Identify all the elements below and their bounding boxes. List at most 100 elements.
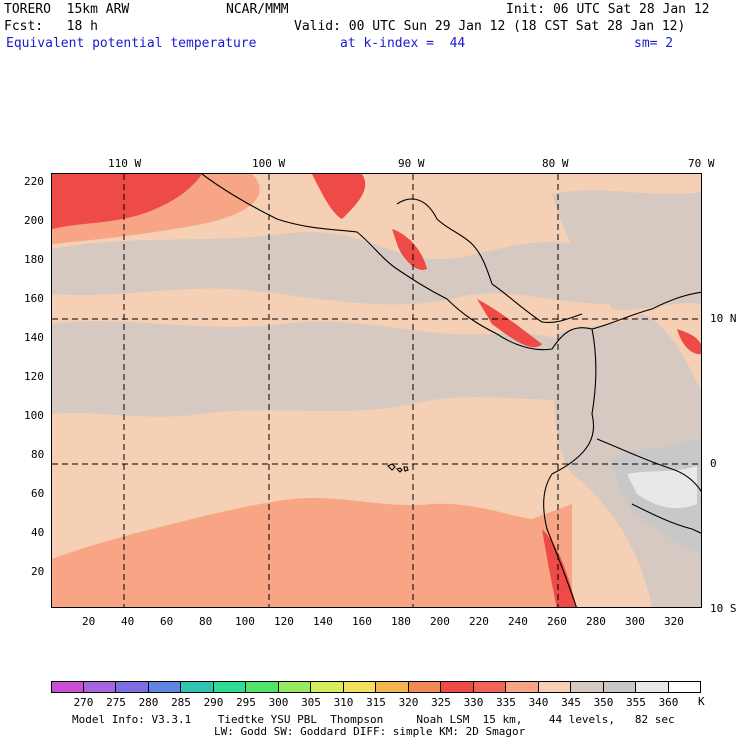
colorbar-label: 270 <box>73 696 94 709</box>
lon-label-80w: 80 W <box>542 157 569 170</box>
center-label: NCAR/MMM <box>226 2 289 17</box>
y-label-220: 220 <box>24 175 44 188</box>
colorbar-label: 275 <box>106 696 126 709</box>
colorbar-label: 345 <box>561 696 581 709</box>
coastline-yucatan <box>396 198 493 285</box>
field-band-330-costarica <box>477 299 542 348</box>
y-label-100: 100 <box>24 409 44 422</box>
colorbar-label: 350 <box>593 696 614 709</box>
physics-info: LW: Godd SW: Goddard DIFF: simple KM: 2D… <box>214 725 526 738</box>
colorbar-label: 315 <box>366 696 386 709</box>
lon-label-90w: 90 W <box>398 157 425 170</box>
map-canvas <box>52 174 701 607</box>
lat-label-10n: 10 N <box>710 312 737 325</box>
model-info: Model Info: V3.3.1 Tiedtke YSU PBL Thomp… <box>72 713 675 726</box>
colorbar-swatch <box>181 681 214 693</box>
x-label-300: 300 <box>625 615 645 628</box>
x-label-260: 260 <box>547 615 567 628</box>
colorbar-label: 330 <box>463 696 484 709</box>
x-label-80: 80 <box>199 615 213 628</box>
coastline-caribbean <box>491 283 583 323</box>
colorbar-swatch <box>571 681 604 693</box>
forecast-hour: Fcst: 18 h <box>4 19 98 34</box>
y-label-160: 160 <box>24 292 44 305</box>
field-band-330-peru <box>542 529 577 607</box>
colorbar-label: 300 <box>268 696 289 709</box>
lon-label-100w: 100 W <box>252 157 286 170</box>
colorbar-label: 310 <box>333 696 354 709</box>
colorbar-swatch <box>441 681 474 693</box>
colorbar-swatch <box>538 681 571 693</box>
grid-lines <box>52 174 701 607</box>
border-colombia-ecuador <box>596 438 701 492</box>
lat-label-10s: 10 S <box>710 602 737 615</box>
y-label-180: 180 <box>24 253 44 266</box>
map-panel <box>51 173 702 608</box>
colorbar-swatch <box>376 681 409 693</box>
x-label-100: 100 <box>235 615 255 628</box>
colorbar-swatch <box>213 681 246 693</box>
colorbar-swatch <box>311 681 344 693</box>
colorbar-label: 295 <box>236 696 256 709</box>
x-label-240: 240 <box>508 615 528 628</box>
x-label-160: 160 <box>352 615 372 628</box>
model-title: TORERO 15km ARW <box>4 2 130 17</box>
colorbar-swatch <box>278 681 311 693</box>
colorbar-swatch <box>51 681 84 693</box>
coastline-south-america <box>543 328 597 607</box>
colorbar-swatch <box>148 681 181 693</box>
colorbar-swatch <box>408 681 441 693</box>
lon-label-110w: 110 W <box>108 157 142 170</box>
x-label-120: 120 <box>274 615 294 628</box>
y-label-40: 40 <box>31 526 45 539</box>
colorbar-label: 335 <box>496 696 516 709</box>
field-band-360-andes <box>627 466 697 509</box>
init-time: Init: 06 UTC Sat 28 Jan 12 <box>506 2 710 17</box>
x-label-220: 220 <box>469 615 489 628</box>
colorbar-swatch <box>246 681 279 693</box>
colorbar-swatch <box>83 681 116 693</box>
colorbar-unit: K <box>698 695 705 708</box>
x-label-140: 140 <box>313 615 333 628</box>
colorbar-swatch <box>473 681 506 693</box>
field-band-330-northwest <box>52 174 202 229</box>
colorbar-label: 285 <box>171 696 191 709</box>
colorbar-swatch <box>668 681 701 693</box>
border-peru-brazil <box>631 503 701 534</box>
coastline-galapagos <box>387 463 409 473</box>
colorbar-label: 320 <box>398 696 419 709</box>
colorbar-label: 305 <box>301 696 321 709</box>
colorbar-swatch <box>636 681 669 693</box>
x-label-20: 20 <box>82 615 96 628</box>
lon-label-70w: 70 W <box>688 157 715 170</box>
smoothing: sm= 2 <box>634 36 674 51</box>
field-band-330-mexico <box>312 174 366 219</box>
coastline-group <box>201 174 701 607</box>
y-label-140: 140 <box>24 331 44 344</box>
coastline-central-america <box>446 298 593 351</box>
colorbar-label: 280 <box>138 696 159 709</box>
colorbar-swatch <box>116 681 149 693</box>
field-band-350-lower <box>52 349 232 381</box>
field-band-350-east <box>552 190 701 310</box>
y-label-200: 200 <box>24 214 44 227</box>
colorbar-label: 355 <box>626 696 646 709</box>
x-label-280: 280 <box>586 615 606 628</box>
field-band-340-south <box>52 497 572 607</box>
y-label-120: 120 <box>24 370 44 383</box>
coastline-mexico <box>201 174 448 300</box>
colorbar-label: 290 <box>203 696 224 709</box>
field-band-330-guatemala <box>392 229 427 270</box>
x-label-60: 60 <box>160 615 174 628</box>
x-label-180: 180 <box>391 615 411 628</box>
valid-time: Valid: 00 UTC Sun 29 Jan 12 (18 CST Sat … <box>294 19 686 34</box>
colorbar-swatch <box>343 681 376 693</box>
level-index: at k-index = 44 <box>340 36 466 51</box>
x-label-320: 320 <box>664 615 684 628</box>
lat-label-0: 0 <box>710 457 717 470</box>
field-band-350-north <box>52 231 612 305</box>
colorbar-label: 340 <box>528 696 549 709</box>
colorbar-label: 360 <box>658 696 679 709</box>
colorbar-swatch <box>603 681 636 693</box>
colorbar-label: 325 <box>431 696 451 709</box>
